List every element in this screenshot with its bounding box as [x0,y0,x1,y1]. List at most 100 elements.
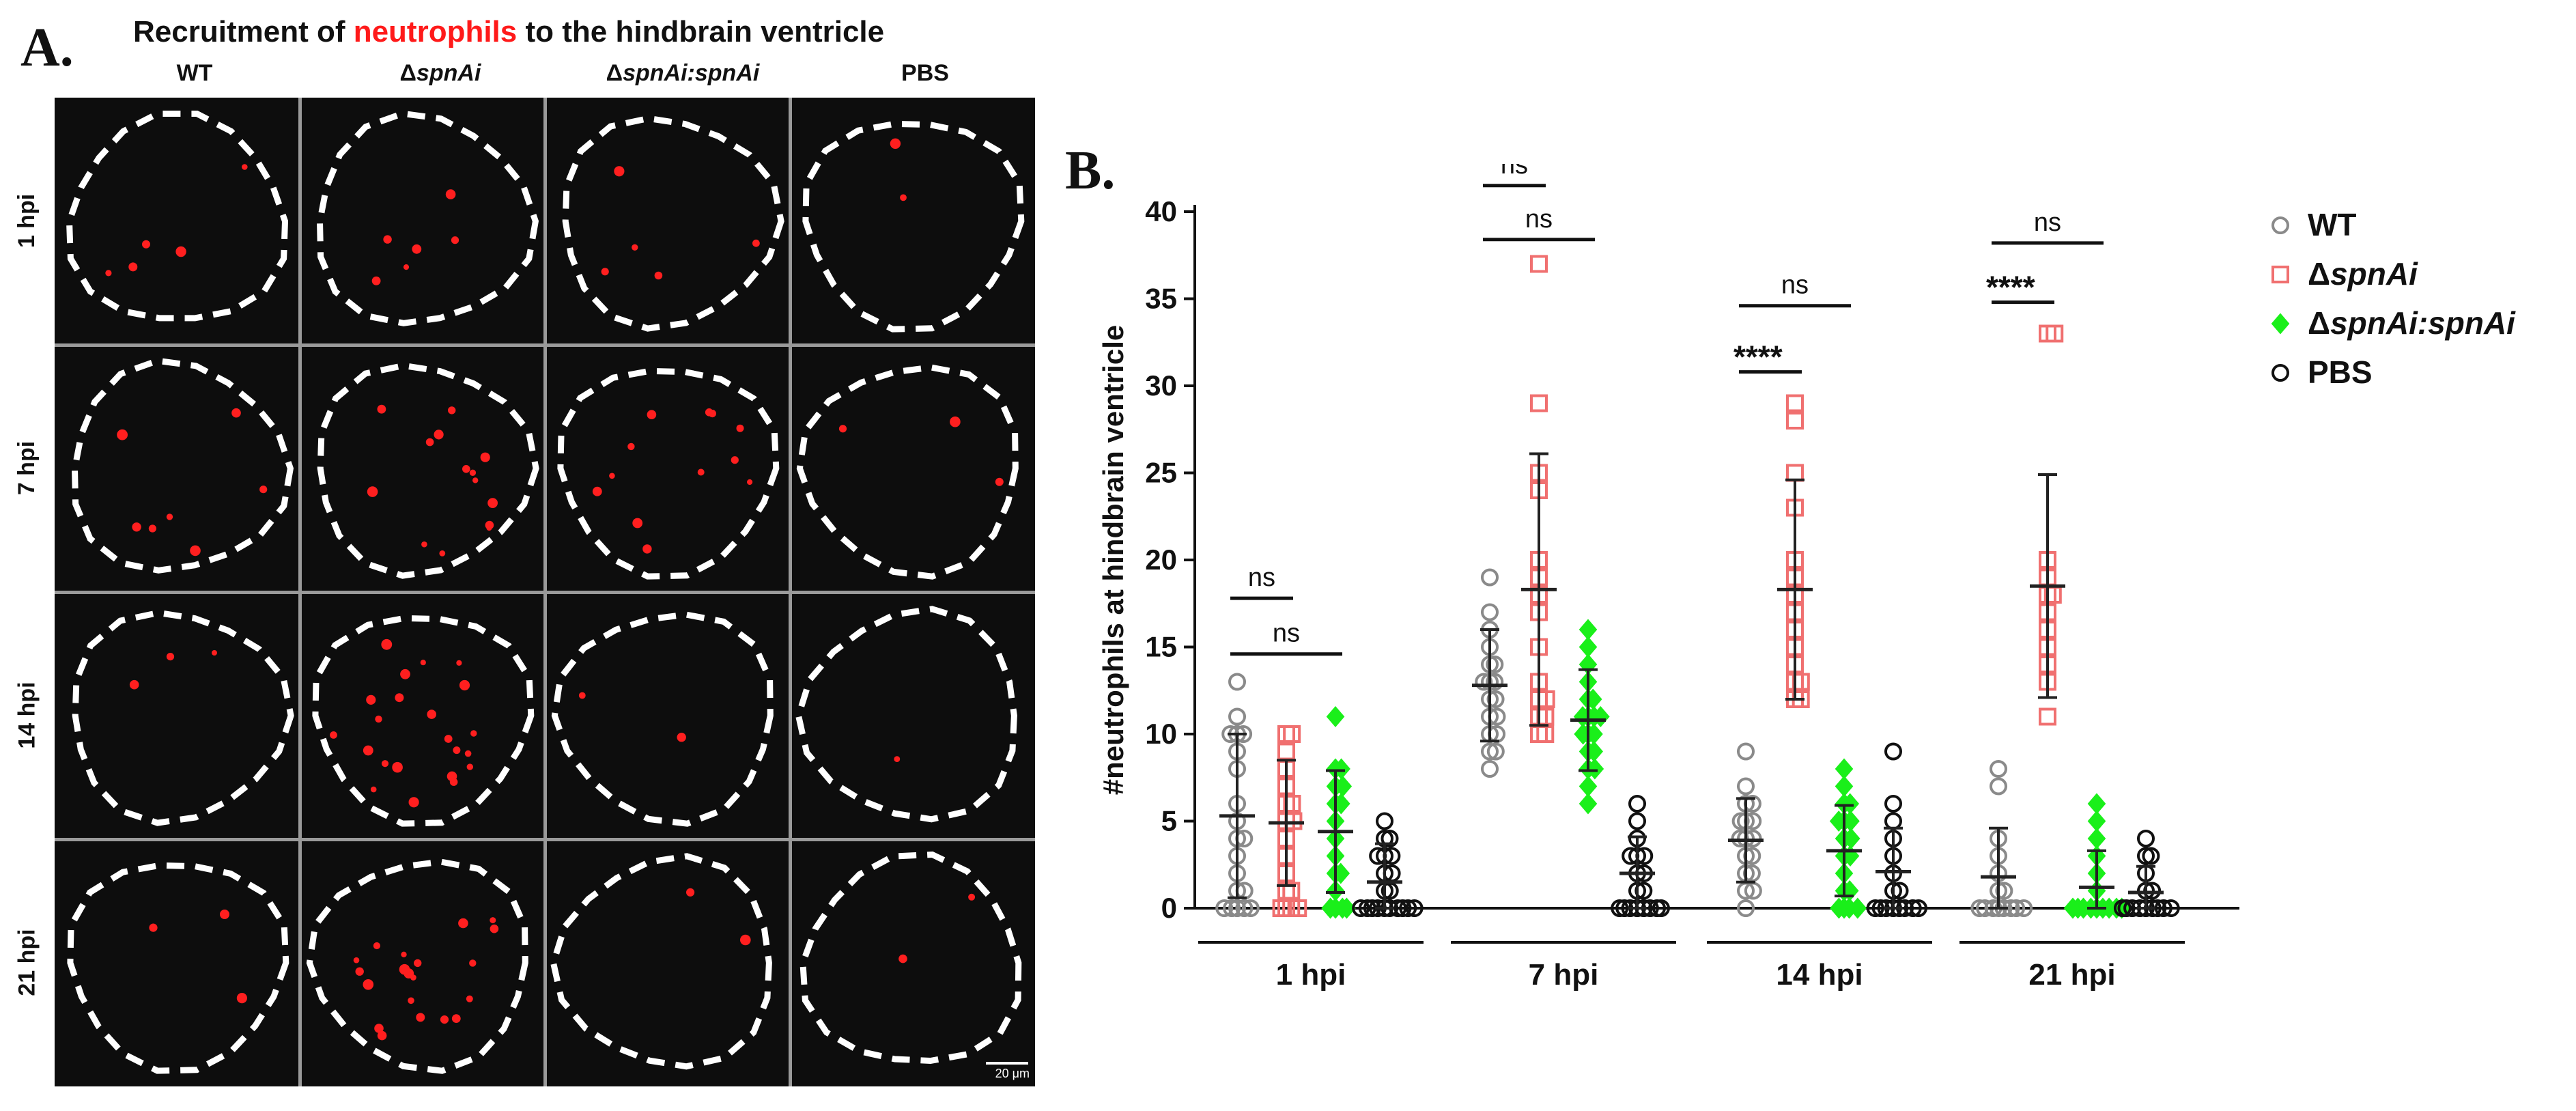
significance-label: **** [1986,270,2035,305]
neutrophil-spot [708,410,716,418]
data-point [2039,707,2056,726]
microscopy-images [66,110,1025,1074]
significance-label: ns [1525,205,1553,234]
neutrophil-spot [355,967,364,976]
neutrophil-spot [366,694,376,705]
neutrophil-spot [220,910,229,919]
neutrophil-spot [367,486,378,497]
neutrophil-spot [117,429,128,440]
neutrophil-spot [128,262,138,272]
data-point [1990,777,2007,796]
neutrophil-spot [485,520,494,530]
neutrophil-spot [370,786,377,793]
data-point [1786,394,1804,412]
data-point [1333,775,1353,798]
microscopy-grid: 20 μm [55,98,1035,1086]
neutrophil-spot [383,235,392,244]
neutrophil-spot [353,957,360,964]
neutrophil-spot [632,244,638,251]
data-point [1970,899,1989,917]
legend-marker [2271,266,2289,283]
neutrophil-spot [459,679,470,691]
data-point [1611,899,1629,917]
data-point [1835,775,1854,798]
data-point [2154,899,2172,917]
neutrophil-spot [129,679,139,690]
data-point [1376,812,1393,830]
neutrophil-spot [427,709,436,719]
data-point [1884,795,1902,813]
grid-divider [55,591,1035,594]
data-point [1530,255,1548,273]
grid-divider [55,838,1035,841]
data-point [2113,899,2132,917]
data-point [1223,899,1241,917]
legend-label: WT [2308,207,2357,242]
neutrophil-spot [900,194,907,201]
group-label: 21 hpi [2028,958,2115,992]
y-tick-label: 5 [1161,805,1177,837]
row-label-1: 1 hpi [14,193,40,248]
neutrophil-spot [377,1030,387,1041]
neutrophil-spot [420,660,426,666]
data-point [1731,830,1749,847]
neutrophil-spot [731,456,739,464]
row-label-2: 7 hpi [14,440,40,495]
neutrophil-spot [374,1024,384,1033]
neutrophil-spot [401,951,407,958]
neutrophil-spot [142,240,150,249]
neutrophil-spot [381,760,389,768]
neutrophil-spot [609,473,615,479]
y-tick-label: 10 [1145,718,1177,750]
data-point [2137,847,2155,865]
neutrophil-spot [440,1015,449,1024]
y-tick-label: 35 [1145,283,1177,315]
group-label: 7 hpi [1529,958,1599,992]
neutrophil-spot [190,545,201,557]
neutrophil-spot [752,239,760,247]
neutrophil-spot [132,522,141,532]
y-tick-label: 40 [1145,195,1177,227]
neutrophil-spot [736,424,744,432]
scatter-chart: 0 5 10 15 20 25 30 35 40 #neutrophils at hindbrai… [1097,164,2516,992]
neutrophil-spot [747,479,753,486]
neutrophil-spot [740,934,751,946]
data-point [1393,899,1412,917]
data-point [1486,656,1504,673]
data-point [1579,636,1598,658]
neutrophil-spot [627,442,635,451]
ventricle-outline [67,862,289,1074]
neutrophil-spot [212,650,217,656]
data-point [1866,899,1884,917]
neutrophil-spot [697,468,705,476]
neutrophil-spot [472,477,479,483]
data-point [1486,673,1504,691]
data-point [1352,899,1370,917]
group-label: 1 hpi [1276,958,1346,992]
data-point [2087,810,2106,832]
neutrophil-spot [392,761,403,773]
neutrophil-spot [105,270,112,277]
neutrophil-spot [373,942,380,950]
data-point [1215,899,1234,917]
legend-marker [2271,313,2290,335]
neutrophil-spot [578,692,586,699]
neutrophil-spot [421,541,427,548]
y-axis-label: #neutrophils at hindbrain ventricle [1097,325,1129,795]
ventricle-outline [802,120,1025,333]
neutrophil-spot [414,959,422,968]
neutrophil-spot [166,514,173,520]
neutrophil-spot [412,244,422,254]
significance-label: ns [1501,164,1528,180]
ventricle-outline [317,362,539,579]
data-point [1228,707,1246,726]
data-point [1326,705,1345,728]
data-point [1731,812,1750,830]
grid-divider [789,98,792,1086]
data-point [1272,899,1290,917]
neutrophil-spot [453,746,461,755]
ventricle-outline [551,611,774,827]
neutrophil-spot [677,733,686,742]
neutrophil-spot [654,271,663,280]
neutrophil-spot [456,660,462,666]
